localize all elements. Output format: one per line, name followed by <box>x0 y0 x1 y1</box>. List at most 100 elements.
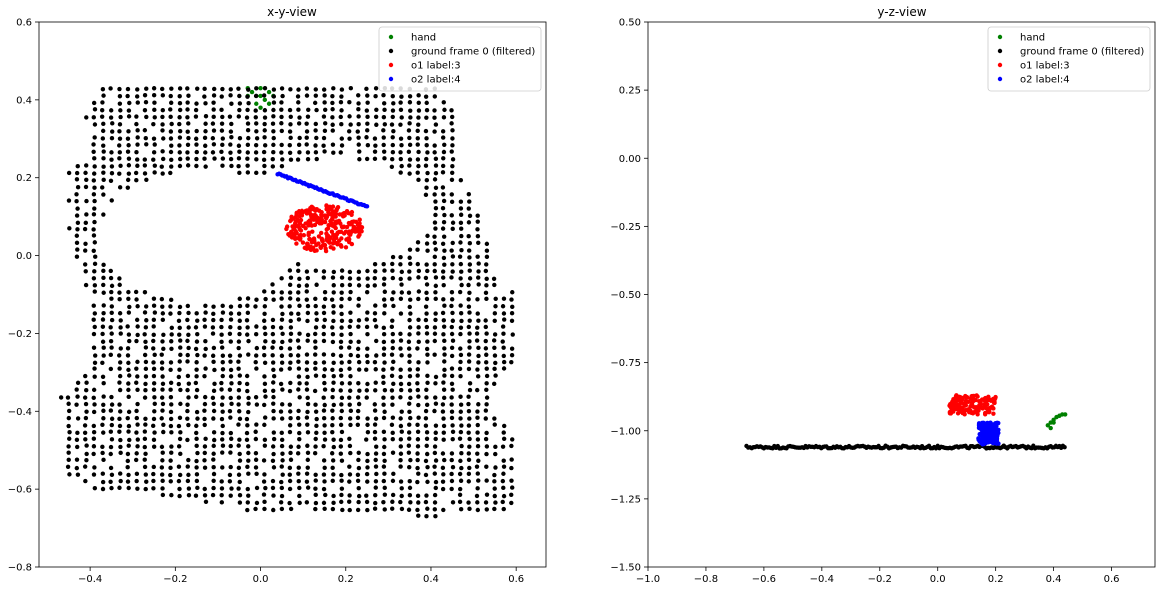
data-point-1 <box>237 296 242 301</box>
data-point-1 <box>168 304 173 309</box>
data-point-1 <box>440 269 446 274</box>
data-point-1 <box>408 457 413 463</box>
data-point-1 <box>476 353 481 359</box>
data-point-1 <box>101 177 106 183</box>
data-point-1 <box>246 409 251 415</box>
data-point-1 <box>75 472 81 477</box>
data-point-1 <box>117 129 122 134</box>
data-point-1 <box>169 332 174 337</box>
data-point-1 <box>219 324 224 330</box>
data-point-1 <box>339 296 344 302</box>
data-point-1 <box>296 290 301 295</box>
data-point-1 <box>381 346 387 351</box>
data-point-1 <box>101 430 106 435</box>
data-point-1 <box>339 94 344 99</box>
data-point-1 <box>373 269 378 274</box>
x-axis-ticks: −0.4 −0.2 0.0 0.2 0.4 0.6 <box>78 567 524 585</box>
data-point-1 <box>476 269 481 274</box>
data-point-1 <box>415 346 420 351</box>
data-point-1 <box>270 444 276 449</box>
data-point-1 <box>416 513 421 518</box>
data-point-1 <box>83 241 88 247</box>
data-point-1 <box>100 479 106 485</box>
data-point-1 <box>304 142 309 147</box>
data-point-1 <box>159 416 164 421</box>
scatter-points <box>744 393 1068 451</box>
data-point-1 <box>92 164 97 169</box>
data-point-1 <box>415 457 420 463</box>
data-point-1 <box>467 318 472 323</box>
data-point-1 <box>279 276 284 281</box>
data-point-1 <box>331 150 336 155</box>
data-point-1 <box>432 352 437 357</box>
legend-marker <box>997 48 1003 54</box>
data-point-1 <box>142 310 148 315</box>
data-point-1 <box>135 374 140 379</box>
data-point-2 <box>330 217 335 222</box>
data-point-1 <box>108 268 113 274</box>
data-point-1 <box>220 465 225 470</box>
data-point-1 <box>271 401 276 406</box>
data-point-1 <box>484 478 489 483</box>
data-point-1 <box>133 170 139 176</box>
data-point-1 <box>424 262 429 267</box>
data-point-1 <box>244 430 250 436</box>
data-point-1 <box>219 94 224 99</box>
data-point-1 <box>279 464 284 469</box>
data-point-1 <box>100 87 106 92</box>
data-point-2 <box>302 245 307 251</box>
data-point-1 <box>390 261 395 267</box>
data-point-1 <box>390 142 395 148</box>
data-point-1 <box>169 164 174 169</box>
data-point-1 <box>381 114 387 120</box>
data-point-1 <box>288 380 293 386</box>
data-point-1 <box>229 486 234 491</box>
data-point-1 <box>440 402 446 407</box>
data-point-2 <box>319 212 324 217</box>
data-point-1 <box>432 254 438 260</box>
data-point-1 <box>271 394 276 400</box>
data-point-1 <box>381 332 387 337</box>
data-point-1 <box>91 303 96 308</box>
data-point-1 <box>304 500 310 505</box>
data-point-2 <box>987 405 992 411</box>
data-point-1 <box>270 331 276 337</box>
data-point-1 <box>245 500 250 505</box>
data-point-1 <box>390 345 395 351</box>
data-point-1 <box>202 135 208 141</box>
data-point-1 <box>108 352 114 358</box>
data-point-1 <box>322 367 328 372</box>
data-point-1 <box>169 100 174 105</box>
data-point-1 <box>108 408 114 413</box>
data-point-1 <box>347 493 352 498</box>
data-point-1 <box>373 143 378 148</box>
data-point-1 <box>313 303 318 309</box>
data-point-1 <box>449 248 454 253</box>
data-point-1 <box>305 395 310 401</box>
data-point-1 <box>321 472 327 477</box>
data-point-1 <box>398 499 403 505</box>
data-point-1 <box>254 157 259 162</box>
data-point-1 <box>135 157 140 162</box>
data-point-1 <box>194 311 199 316</box>
data-point-1 <box>389 324 395 330</box>
data-point-1 <box>313 331 318 337</box>
data-point-1 <box>118 318 123 323</box>
data-point-1 <box>331 380 336 385</box>
data-point-1 <box>279 100 284 105</box>
data-point-1 <box>100 185 105 190</box>
data-point-1 <box>398 296 404 301</box>
data-point-1 <box>185 129 190 134</box>
data-point-1 <box>270 360 276 365</box>
data-point-1 <box>279 479 284 485</box>
data-point-1 <box>177 367 182 372</box>
data-point-1 <box>159 352 164 357</box>
data-point-1 <box>126 360 131 366</box>
data-point-1 <box>194 472 200 477</box>
data-point-1 <box>347 436 352 442</box>
data-point-1 <box>245 303 250 308</box>
data-point-1 <box>509 465 514 471</box>
data-point-1 <box>58 395 64 400</box>
data-point-1 <box>117 311 123 316</box>
data-point-1 <box>236 156 242 161</box>
